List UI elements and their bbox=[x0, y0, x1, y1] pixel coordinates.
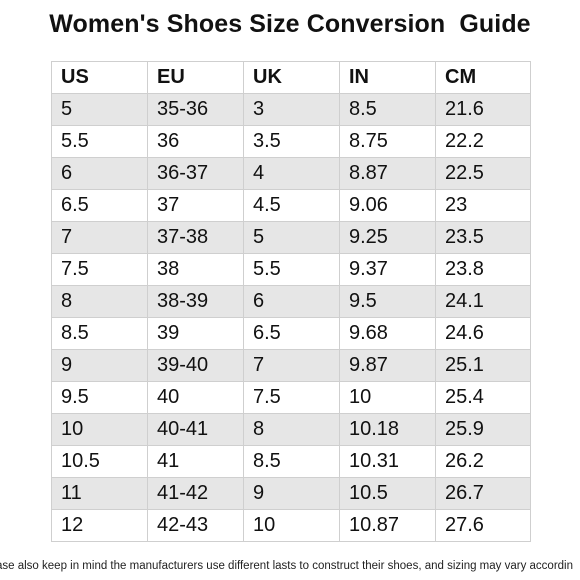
table-cell-uk: 10 bbox=[243, 509, 340, 542]
table-cell-eu: 41 bbox=[147, 445, 244, 478]
table-cell-uk: 5.5 bbox=[243, 253, 340, 286]
table-row: 6.5 37 4.5 9.06 23 bbox=[51, 189, 531, 222]
table-cell-in: 10.18 bbox=[339, 413, 436, 446]
table-cell-us: 10 bbox=[51, 413, 148, 446]
table-row: 5.5 36 3.5 8.75 22.2 bbox=[51, 125, 531, 158]
table-cell-cm: 22.5 bbox=[435, 157, 531, 190]
table-cell-cm: 23.5 bbox=[435, 221, 531, 254]
table-cell-in: 8.5 bbox=[339, 93, 436, 126]
table-cell-eu: 40-41 bbox=[147, 413, 244, 446]
table-cell-in: 9.87 bbox=[339, 349, 436, 382]
table-cell-in: 9.5 bbox=[339, 285, 436, 318]
table-cell-uk: 7 bbox=[243, 349, 340, 382]
table-cell-us: 10.5 bbox=[51, 445, 148, 478]
table-row: 7 37-38 5 9.25 23.5 bbox=[51, 221, 531, 254]
table-cell-eu: 36 bbox=[147, 125, 244, 158]
table-cell-cm: 24.6 bbox=[435, 317, 531, 350]
table-cell-in: 10.31 bbox=[339, 445, 436, 478]
table-cell-uk: 5 bbox=[243, 221, 340, 254]
table-cell-in: 9.37 bbox=[339, 253, 436, 286]
table-cell-eu: 39 bbox=[147, 317, 244, 350]
table-row: 8.5 39 6.5 9.68 24.6 bbox=[51, 317, 531, 350]
column-header-uk: UK bbox=[243, 61, 340, 94]
page-title: Women's Shoes Size Conversion Guide bbox=[49, 10, 531, 38]
table-cell-cm: 25.9 bbox=[435, 413, 531, 446]
table-cell-us: 8.5 bbox=[51, 317, 148, 350]
table-cell-us: 6.5 bbox=[51, 189, 148, 222]
table-header-row: US EU UK IN CM bbox=[51, 61, 531, 94]
table-cell-us: 5.5 bbox=[51, 125, 148, 158]
table-cell-eu: 37-38 bbox=[147, 221, 244, 254]
table-cell-in: 9.68 bbox=[339, 317, 436, 350]
column-header-cm: CM bbox=[435, 61, 531, 94]
table-row: 9.5 40 7.5 10 25.4 bbox=[51, 381, 531, 414]
table-cell-eu: 38 bbox=[147, 253, 244, 286]
table-row: 12 42-43 10 10.87 27.6 bbox=[51, 509, 531, 542]
table-row: 7.5 38 5.5 9.37 23.8 bbox=[51, 253, 531, 286]
table-cell-us: 12 bbox=[51, 509, 148, 542]
table-cell-cm: 26.7 bbox=[435, 477, 531, 510]
table-cell-uk: 6.5 bbox=[243, 317, 340, 350]
table-cell-eu: 42-43 bbox=[147, 509, 244, 542]
table-cell-eu: 37 bbox=[147, 189, 244, 222]
table-cell-eu: 40 bbox=[147, 381, 244, 414]
table-cell-us: 5 bbox=[51, 93, 148, 126]
table-row: 8 38-39 6 9.5 24.1 bbox=[51, 285, 531, 318]
table-cell-in: 8.75 bbox=[339, 125, 436, 158]
table-cell-eu: 36-37 bbox=[147, 157, 244, 190]
table-cell-us: 11 bbox=[51, 477, 148, 510]
table-cell-cm: 21.6 bbox=[435, 93, 531, 126]
table-cell-uk: 4 bbox=[243, 157, 340, 190]
table-cell-uk: 4.5 bbox=[243, 189, 340, 222]
column-header-in: IN bbox=[339, 61, 436, 94]
table-cell-uk: 3.5 bbox=[243, 125, 340, 158]
table-row: 11 41-42 9 10.5 26.7 bbox=[51, 477, 531, 510]
table-cell-us: 7 bbox=[51, 221, 148, 254]
table-cell-us: 9.5 bbox=[51, 381, 148, 414]
table-cell-us: 9 bbox=[51, 349, 148, 382]
table-cell-uk: 8.5 bbox=[243, 445, 340, 478]
column-header-eu: EU bbox=[147, 61, 244, 94]
table-row: 10.5 41 8.5 10.31 26.2 bbox=[51, 445, 531, 478]
table-cell-in: 8.87 bbox=[339, 157, 436, 190]
table-cell-cm: 24.1 bbox=[435, 285, 531, 318]
table-row: 9 39-40 7 9.87 25.1 bbox=[51, 349, 531, 382]
table-cell-eu: 39-40 bbox=[147, 349, 244, 382]
table-cell-uk: 6 bbox=[243, 285, 340, 318]
table-cell-cm: 23.8 bbox=[435, 253, 531, 286]
table-body: 5 35-36 3 8.5 21.6 5.5 36 3.5 8.75 22.2 6 36-37 4 8.8… bbox=[51, 93, 531, 542]
table-cell-uk: 3 bbox=[243, 93, 340, 126]
table-cell-cm: 25.1 bbox=[435, 349, 531, 382]
table-row: 5 35-36 3 8.5 21.6 bbox=[51, 93, 531, 126]
table-cell-us: 7.5 bbox=[51, 253, 148, 286]
table-cell-eu: 38-39 bbox=[147, 285, 244, 318]
table-cell-in: 9.06 bbox=[339, 189, 436, 222]
table-cell-eu: 35-36 bbox=[147, 93, 244, 126]
table-row: 6 36-37 4 8.87 22.5 bbox=[51, 157, 531, 190]
table-cell-cm: 22.2 bbox=[435, 125, 531, 158]
table-cell-cm: 27.6 bbox=[435, 509, 531, 542]
table-cell-us: 6 bbox=[51, 157, 148, 190]
table-cell-uk: 8 bbox=[243, 413, 340, 446]
footnote: ase also keep in mind the manufacturers … bbox=[0, 560, 573, 572]
table-cell-in: 10.87 bbox=[339, 509, 436, 542]
table-cell-in: 10.5 bbox=[339, 477, 436, 510]
table-cell-eu: 41-42 bbox=[147, 477, 244, 510]
table-row: 10 40-41 8 10.18 25.9 bbox=[51, 413, 531, 446]
table-cell-cm: 26.2 bbox=[435, 445, 531, 478]
table-cell-in: 9.25 bbox=[339, 221, 436, 254]
table-cell-in: 10 bbox=[339, 381, 436, 414]
size-conversion-table: US EU UK IN CM 5 35-36 3 8.5 21.6 5.5 36 3.5 8.7… bbox=[51, 61, 531, 542]
table-cell-uk: 7.5 bbox=[243, 381, 340, 414]
table-cell-cm: 23 bbox=[435, 189, 531, 222]
column-header-us: US bbox=[51, 61, 148, 94]
table-cell-us: 8 bbox=[51, 285, 148, 318]
table-cell-cm: 25.4 bbox=[435, 381, 531, 414]
table-cell-uk: 9 bbox=[243, 477, 340, 510]
